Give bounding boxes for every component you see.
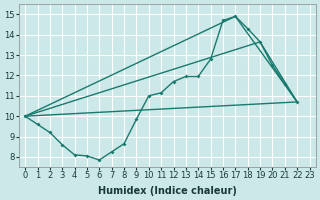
X-axis label: Humidex (Indice chaleur): Humidex (Indice chaleur) (98, 186, 237, 196)
